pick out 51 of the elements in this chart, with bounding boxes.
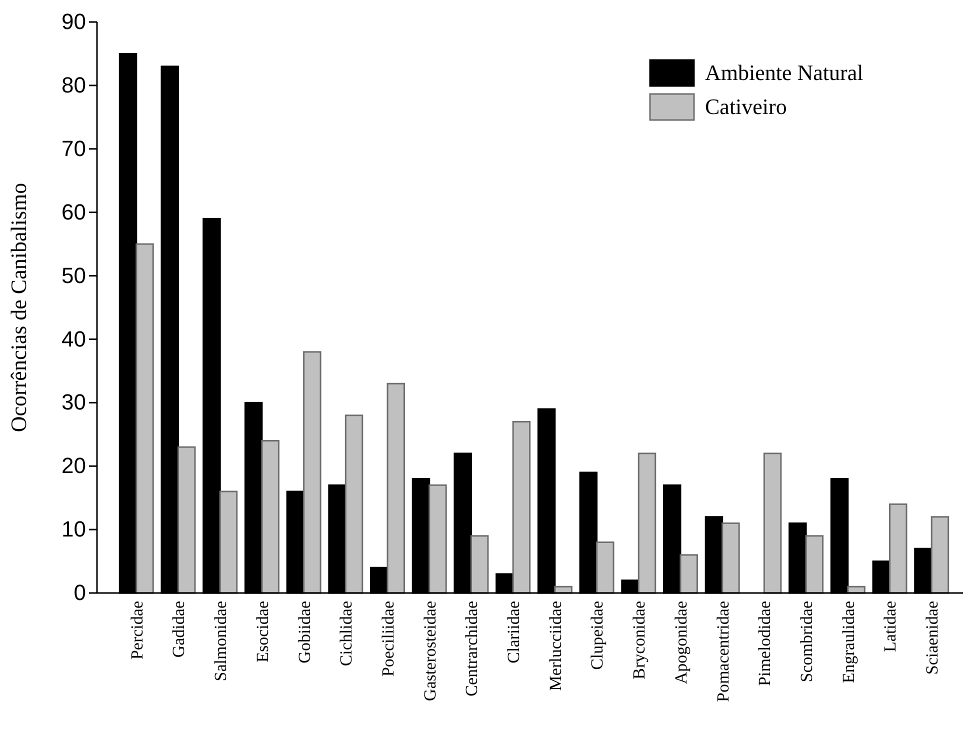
bar (470, 535, 489, 594)
bar (596, 541, 614, 594)
x-tick-label: Esocidae (252, 601, 272, 662)
bar (219, 490, 238, 594)
bar (512, 420, 531, 594)
x-tick-label: Latidae (880, 601, 900, 652)
x-tick-label: Gadidae (169, 601, 188, 658)
bar (428, 484, 447, 594)
x-tick-label: Cichlidae (336, 601, 356, 666)
bar (763, 452, 782, 594)
bar (722, 522, 740, 594)
x-tick-label: Scombridae (797, 601, 816, 682)
bar (136, 243, 154, 594)
x-tick-label: Merlucciidae (546, 601, 565, 691)
x-tick-label: Apogonidae (671, 601, 690, 684)
x-tick-label: Engraulidae (838, 601, 858, 684)
bar (638, 452, 656, 594)
x-tick-label: Sciaenidae (922, 601, 942, 675)
y-tick-label: 80 (62, 72, 86, 98)
x-tick-label: Pomacentridae (713, 601, 732, 702)
bar (303, 351, 322, 594)
x-tick-label: Pimelodidae (755, 601, 774, 686)
y-tick-label: 10 (62, 516, 86, 542)
legend-label: Ambiente Natural (705, 60, 864, 85)
y-tick-label: 70 (62, 136, 86, 161)
bar (805, 535, 824, 594)
x-tick-label: Percidae (127, 601, 146, 660)
y-tick-label: 60 (62, 199, 86, 224)
x-tick-label: Gasterosteidae (420, 601, 440, 702)
bar (680, 554, 698, 594)
y-tick-label: 20 (62, 453, 86, 478)
bar (386, 382, 406, 594)
bar (261, 440, 280, 594)
y-tick-label: 0 (74, 580, 86, 606)
x-tick-label: Poeciliidae (378, 601, 398, 677)
x-tick-label: Salmonidae (211, 601, 230, 682)
x-tick-label: Centrarchidae (462, 601, 482, 696)
bar (889, 503, 908, 594)
x-tick-label: Gobiidae (294, 601, 314, 664)
y-tick-label: 90 (62, 9, 86, 34)
y-tick-label: 40 (62, 326, 86, 352)
y-tick-label: 50 (62, 262, 86, 288)
y-tick-label: 30 (62, 390, 86, 415)
legend-label: Cativeiro (705, 94, 787, 119)
bar (177, 446, 196, 594)
x-tick-label: Clupeidae (588, 601, 607, 670)
bar (930, 516, 950, 594)
bar (344, 414, 364, 594)
x-tick-label: Clariidae (504, 601, 524, 664)
x-tick-label: Bryconidae (630, 601, 649, 680)
y-axis-title: Ocorrências de Canibalismo (6, 182, 31, 432)
